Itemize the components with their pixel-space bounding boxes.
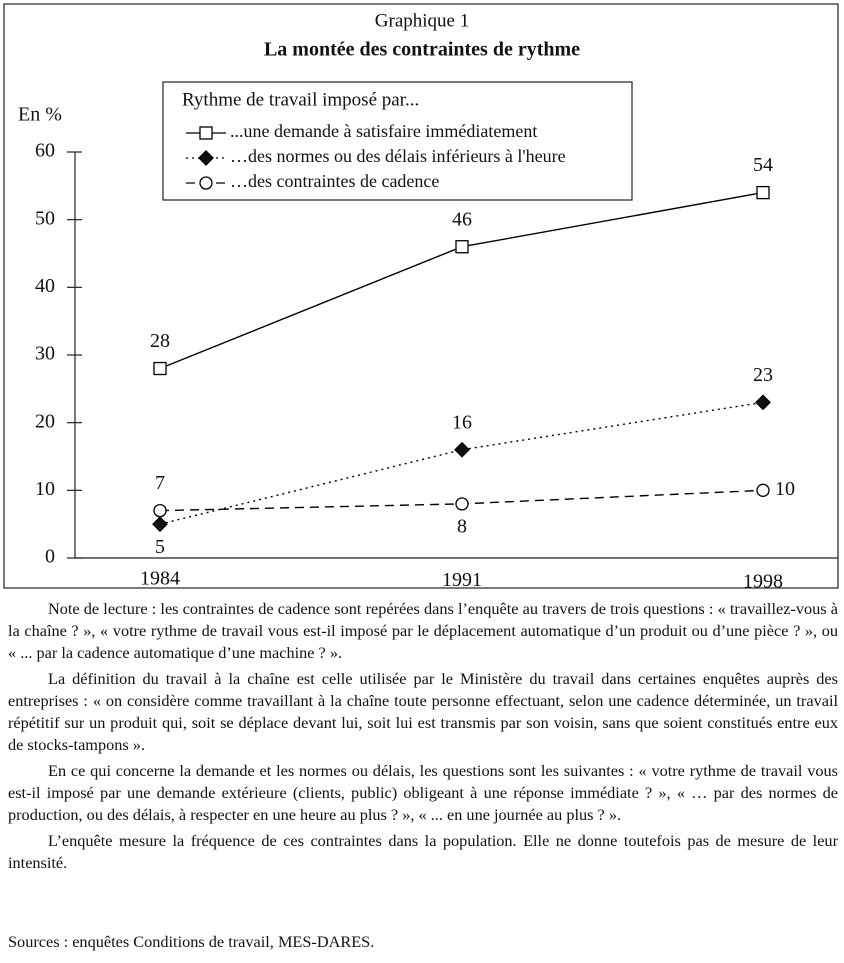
chart-subtitle: La montée des contraintes de rythme (264, 39, 580, 61)
data-label: 5 (155, 536, 165, 558)
data-point (455, 240, 469, 254)
data-label: 16 (452, 411, 472, 433)
data-label: 28 (150, 330, 170, 352)
legend-box (162, 81, 633, 201)
note-paragraph: Note de lecture : les contraintes de cad… (8, 599, 838, 662)
data-point (153, 361, 167, 376)
y-tick-label: 60 (35, 140, 55, 162)
y-tick-label: 40 (35, 275, 55, 297)
y-tick-label: 50 (35, 207, 55, 229)
note-paragraph: En ce qui concerne la demande et les nor… (8, 761, 838, 824)
data-point (454, 441, 470, 458)
series-line (159, 401, 764, 525)
data-point (756, 483, 770, 497)
x-tick-label: 1984 (140, 568, 180, 590)
data-point (153, 503, 167, 518)
data-label: 46 (452, 208, 472, 230)
y-axis-label: En % (18, 104, 62, 126)
x-tick-label: 1998 (743, 571, 783, 593)
source: Sources : enquêtes Conditions de travail… (8, 932, 375, 951)
legend-label: ...une demande à satisfaire immédiatemen… (230, 121, 537, 141)
y-tick-label: 30 (35, 343, 55, 365)
data-label: 54 (753, 154, 773, 176)
data-label: 23 (753, 364, 773, 386)
data-label: 7 (155, 472, 165, 494)
note-paragraph: La définition du travail à la chaîne est… (8, 669, 838, 754)
y-tick-label: 10 (35, 478, 55, 500)
legend-marker (199, 176, 213, 190)
data-label: 8 (457, 515, 467, 537)
notes: Note de lecture : les contraintes de cad… (8, 598, 838, 878)
data-point (755, 394, 771, 411)
chart-title: Graphique 1 (375, 10, 469, 31)
note-paragraph: L’enquête mesure la fréquence de ces con… (8, 831, 838, 872)
legend-label: …des normes ou des délais inférieurs à l… (230, 146, 566, 166)
data-point (455, 497, 469, 511)
y-tick-label: 0 (45, 546, 55, 568)
legend-marker (199, 126, 213, 140)
legend-label: …des contraintes de cadence (230, 171, 439, 191)
data-label: 10 (775, 478, 795, 500)
data-point (756, 185, 770, 200)
legend-title: Rythme de travail imposé par... (182, 89, 419, 110)
data-point (152, 516, 168, 533)
legend-marker (198, 150, 214, 166)
x-tick-label: 1991 (442, 569, 482, 591)
frame (3, 3, 839, 589)
y-tick-label: 20 (35, 410, 55, 432)
